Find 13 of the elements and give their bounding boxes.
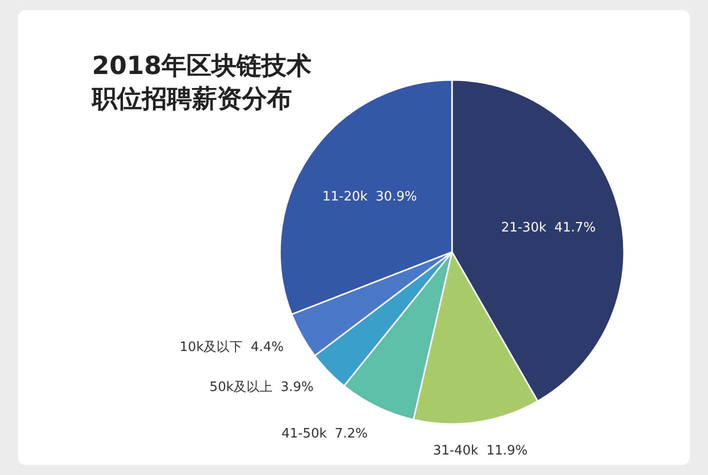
data-label: 11.9% — [486, 444, 528, 459]
data-label: 41.7% — [554, 220, 596, 236]
chart-title: 2018年区块链技术职位招聘薪资分布 — [91, 51, 312, 113]
data-label: 30.9% — [376, 190, 417, 205]
slice-label: 10k及以下 — [180, 340, 243, 355]
data-label: 4.4% — [250, 340, 284, 355]
data-label: 3.9% — [280, 380, 314, 396]
data-label: 7.2% — [334, 426, 368, 442]
slice-label: 41-50k — [281, 426, 328, 442]
slice-label: 31-40k — [433, 444, 479, 459]
slice-label: 21-30k — [501, 220, 547, 236]
slice-label: 11-20k — [322, 190, 368, 205]
slice-label: 50k及以上 — [210, 380, 273, 396]
